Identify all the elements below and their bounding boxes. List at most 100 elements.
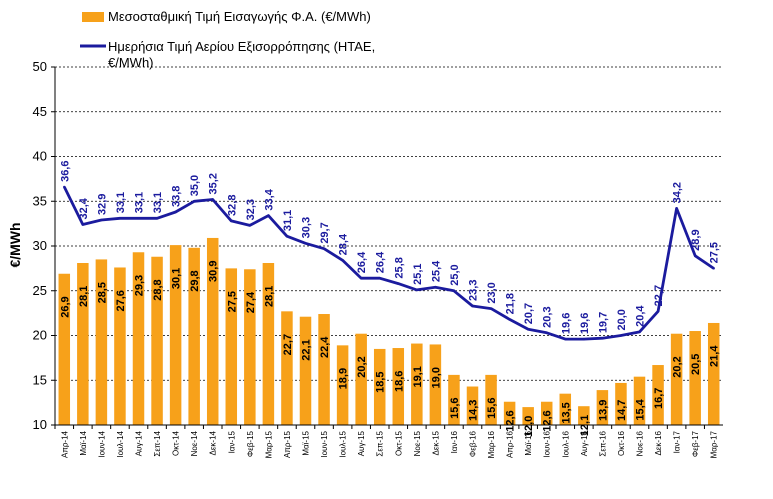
line-value-label: 23,3 [468, 280, 480, 301]
line-point [656, 310, 660, 313]
bar [225, 268, 238, 425]
bar-value-label: 29,8 [189, 270, 201, 291]
bar [596, 390, 609, 425]
x-tick-label: Ιουλ-16 [561, 430, 570, 457]
line-value-label: 26,4 [375, 251, 387, 273]
bar-value-label: 14,7 [616, 400, 628, 421]
bar-value-label: 20,2 [672, 356, 684, 377]
line-value-label: 32,8 [226, 195, 238, 216]
line-point [63, 185, 66, 189]
bar [670, 333, 683, 425]
bar [299, 316, 312, 425]
x-tick-label: Οκτ-14 [172, 430, 181, 455]
bar [633, 376, 646, 425]
line-value-label: 33,8 [171, 186, 183, 207]
bar-value-label: 18,9 [338, 368, 350, 389]
line-value-label: 20,7 [523, 303, 535, 324]
line-value-label: 34,2 [672, 182, 684, 203]
line-point [601, 336, 604, 340]
y-tick-label: 10 [33, 417, 47, 432]
line-value-label: 36,6 [59, 161, 71, 182]
x-tick-label: Δεκ-15 [431, 430, 440, 455]
line-value-label: 35,0 [189, 175, 201, 196]
x-tick-label: Απρ-14 [60, 430, 69, 458]
legend-line-label-1: Ημερήσια Τιμή Αερίου Εξισορρόπησης (ΗΤΑΕ… [108, 39, 375, 54]
bars [58, 237, 720, 425]
x-tick-label: Μαρ-15 [264, 430, 273, 458]
bar [429, 344, 442, 425]
line-point [415, 288, 419, 292]
bar-value-label: 13,9 [597, 400, 609, 421]
line-value-label: 28,4 [338, 233, 350, 255]
line-point [693, 254, 697, 258]
line-point [508, 318, 511, 321]
x-axis-ticks: Απρ-14 Μαϊ-14 Ιουν-14 Ιουλ-14 Αυγ-14 Σεπ-14 Οκ… [54, 425, 719, 458]
line-point [100, 218, 103, 222]
y-tick-label: 30 [33, 238, 47, 253]
bar-value-label: 12,0 [523, 416, 535, 437]
x-tick-label: Αυγ-15 [357, 430, 366, 456]
bar [411, 343, 423, 425]
line-value-label: 19,7 [597, 312, 609, 333]
bar-value-label: 27,4 [245, 291, 257, 313]
x-tick-label: Μαρ-17 [710, 430, 719, 458]
line-point [397, 282, 400, 285]
bar-value-label: 20,2 [356, 356, 368, 377]
x-tick-label: Μαϊ-15 [302, 430, 311, 455]
line-point [248, 224, 252, 227]
line-point [155, 217, 159, 220]
bar-value-label: 14,3 [468, 400, 480, 421]
bar [373, 348, 386, 425]
y-tick-label: 20 [33, 328, 47, 343]
bar [318, 314, 330, 425]
line-value-label: 35,2 [208, 173, 220, 194]
line-point [452, 289, 456, 292]
x-tick-label: Ιαν-17 [673, 430, 682, 453]
bar [244, 269, 256, 425]
bar [707, 322, 720, 425]
bar-value-label: 12,6 [542, 410, 554, 431]
line-point [192, 200, 196, 203]
line-point [434, 285, 437, 289]
line-point [267, 214, 270, 217]
line-value-label: 19,6 [579, 313, 591, 334]
bar [114, 267, 126, 425]
x-tick-label: Φεβ-15 [246, 430, 255, 457]
bar [188, 247, 200, 425]
bar-value-label: 29,3 [134, 275, 146, 296]
line-point [285, 234, 289, 238]
line-value-label: 32,9 [96, 194, 108, 215]
y-axis-ticks: 10 15 20 25 30 35 40 45 50 [33, 59, 55, 432]
line-value-label: 25,0 [449, 264, 461, 285]
y-tick-label: 50 [33, 59, 47, 74]
line-point [211, 198, 214, 201]
x-tick-label: Ιουλ-14 [116, 430, 125, 457]
line-point [526, 328, 530, 331]
line-point [564, 337, 567, 341]
bar [58, 273, 71, 425]
price-line [63, 185, 715, 341]
line-value-label: 31,1 [282, 210, 294, 231]
x-tick-label: Απρ-16 [506, 430, 515, 458]
bar-value-label: 22,7 [282, 334, 294, 355]
line-value-label: 33,4 [263, 188, 275, 210]
bar [336, 345, 349, 425]
bar [485, 374, 497, 425]
line-value-label: 20,3 [542, 306, 554, 327]
x-tick-label: Αυγ-14 [135, 430, 144, 456]
bar-value-label: 22,1 [301, 339, 313, 360]
line-value-label: 27,5 [709, 242, 721, 263]
bar [503, 401, 516, 425]
x-tick-label: Δεκ-14 [209, 430, 218, 455]
bar [466, 386, 479, 425]
bar-value-label: 27,5 [226, 291, 238, 312]
bar-value-label: 15,6 [486, 397, 498, 418]
x-tick-label: Φεβ-17 [691, 430, 700, 457]
x-tick-label: Φεβ-16 [469, 430, 478, 457]
bar [355, 333, 367, 425]
bar [262, 263, 275, 425]
x-tick-label: Απρ-15 [283, 430, 292, 458]
bar-value-label: 30,1 [171, 268, 183, 289]
bar-value-label: 21,4 [709, 345, 721, 367]
line-value-label: 20,4 [635, 305, 647, 327]
